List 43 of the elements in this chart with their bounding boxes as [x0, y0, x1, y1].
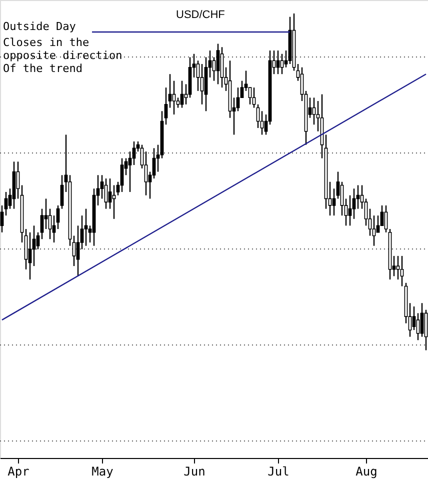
candlestick	[348, 194, 352, 226]
x-tick-label: Aug	[356, 464, 378, 478]
candlestick	[400, 255, 404, 287]
x-tick-label: Apr	[8, 464, 30, 478]
candlestick	[32, 225, 36, 267]
candlestick	[260, 110, 264, 136]
candlestick	[176, 97, 180, 108]
annotation: Closes in the	[3, 36, 90, 49]
x-tick-label: May	[92, 464, 114, 478]
candlestick	[372, 214, 376, 246]
candlestick	[248, 86, 252, 105]
candlestick	[412, 306, 416, 331]
candlestick	[40, 208, 44, 240]
candlestick	[144, 150, 148, 196]
annotation: Of the trend	[3, 62, 82, 75]
candlestick	[332, 188, 336, 216]
candlestick	[312, 97, 316, 126]
candlestick	[200, 63, 204, 105]
annotation: Outside Day	[3, 20, 76, 33]
candlestick	[48, 208, 52, 240]
candlestick	[168, 73, 172, 108]
candlestick	[72, 235, 76, 267]
candlestick	[172, 80, 176, 116]
candlestick	[84, 208, 88, 246]
candlestick	[376, 214, 380, 233]
candlestick	[276, 50, 280, 75]
candlestick	[108, 178, 112, 210]
candlestick	[416, 312, 420, 341]
candlestick	[396, 255, 400, 280]
candlestick	[280, 53, 284, 75]
candlestick	[164, 86, 168, 126]
candlestick	[180, 80, 184, 108]
candlestick	[100, 174, 104, 200]
candlestick	[364, 198, 368, 226]
candlestick	[44, 198, 48, 230]
candlestick	[196, 60, 200, 92]
x-tick-label: Jul	[268, 464, 290, 478]
candlestick	[52, 214, 56, 244]
candlestick	[128, 150, 132, 193]
chart-title: USD/CHF	[176, 9, 226, 21]
annotation: opposite direction	[3, 49, 122, 62]
x-tick-label: Jun	[184, 464, 206, 478]
candlestick	[252, 86, 256, 108]
